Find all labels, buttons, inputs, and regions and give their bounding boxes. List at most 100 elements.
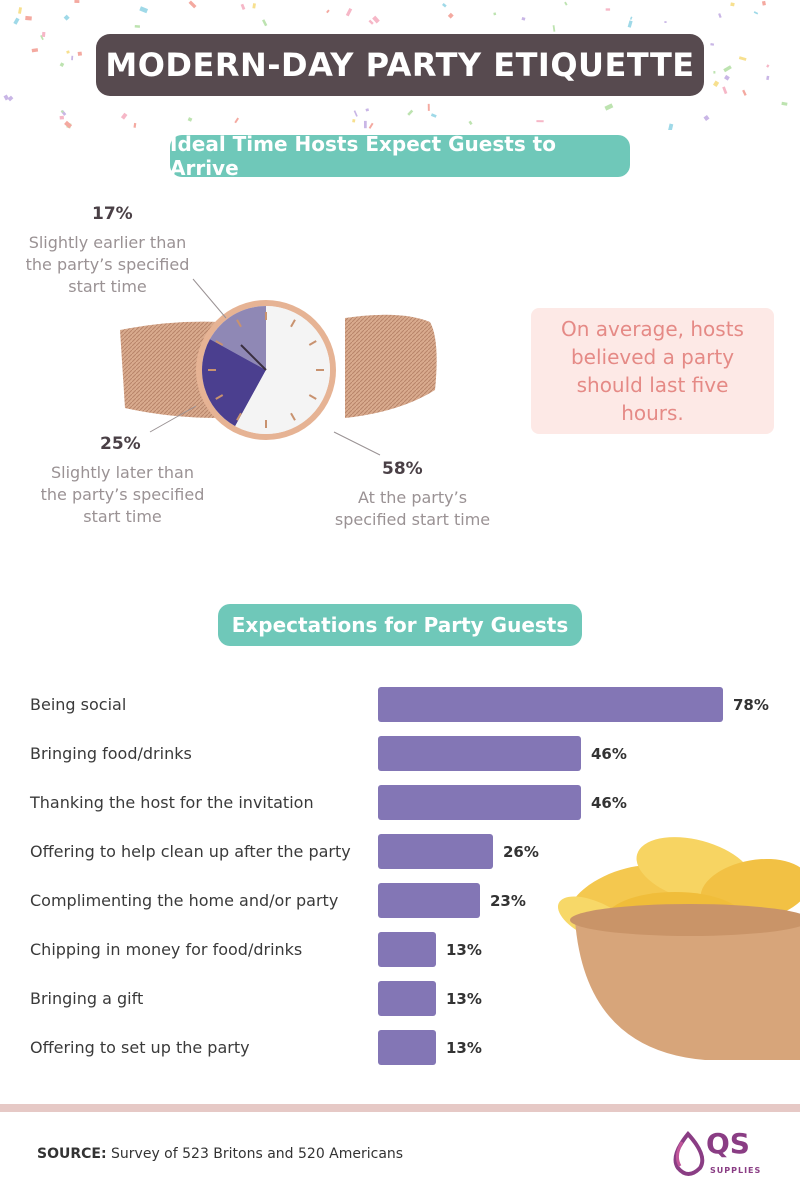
callout-on-time: 58% At the party’s specified start time [330,459,495,531]
bar [378,687,723,722]
party-length-info: On average, hosts believed a party shoul… [531,308,774,434]
confetti-piece [365,108,370,112]
dial-ticks [208,312,324,428]
section-title-expectations: Expectations for Party Guests [218,604,582,646]
bar-value-label: 46% [591,794,627,812]
dial-tick [290,319,296,328]
callout-earlier-label: Slightly earlier than the party’s specif… [25,233,190,296]
confetti-piece [564,1,568,6]
footer-divider [0,1104,800,1112]
bar-label: Bringing a gift [30,989,144,1008]
confetti-piece [77,51,83,56]
dial-tick [290,412,296,421]
confetti-piece [430,113,437,118]
bar-value-label: 13% [446,1039,482,1057]
confetti-piece [31,48,39,53]
confetti-piece [262,19,268,27]
confetti-piece [353,110,358,117]
confetti-piece [712,80,720,87]
bar-value-label: 26% [503,843,539,861]
bar-value-label: 78% [733,696,769,714]
bar [378,736,581,771]
confetti-piece [64,120,73,129]
confetti-piece [742,89,747,96]
confetti-piece [723,65,732,73]
confetti-piece [59,115,65,120]
chips-bowl-illustration [557,837,800,1060]
confetti-piece [41,31,46,38]
confetti-piece [713,71,716,74]
confetti-piece [442,3,447,8]
confetti-piece [536,120,544,123]
pie-slice-earlier [209,306,266,370]
confetti-piece [363,120,367,129]
bar-label: Offering to help clean up after the part… [30,842,351,861]
bar [378,883,480,918]
confetti-piece [3,94,10,101]
bar-value-label: 13% [446,941,482,959]
confetti-piece [187,117,193,122]
confetti-piece [40,34,44,41]
pie-slice-later [202,339,266,427]
dial-tick [308,394,317,400]
bar-label: Being social [30,695,127,714]
confetti-piece [722,86,728,95]
confetti-piece [63,14,70,21]
confetti-piece [521,17,526,21]
watch-strap [120,314,437,418]
confetti-piece [427,103,430,111]
logo-subtext: SUPPLIES [710,1166,762,1175]
confetti-piece [718,13,722,19]
confetti-piece [133,122,137,128]
confetti-piece [447,12,454,19]
confetti-piece [493,12,497,16]
bar [378,932,436,967]
confetti-piece [234,117,240,124]
bar [378,834,493,869]
confetti-piece [13,17,20,25]
confetti-piece [188,0,197,9]
confetti-piece [730,2,735,7]
confetti-piece [605,8,611,11]
callout-earlier: 17% Slightly earlier than the party’s sp… [20,204,195,298]
bar [378,785,581,820]
dial-tick [215,394,224,400]
confetti-piece [18,7,23,14]
callout-later-label: Slightly later than the party’s specifie… [40,463,205,526]
bar-label: Chipping in money for food/drinks [30,940,303,959]
confetti-piece [66,50,70,54]
callout-on-time-label: At the party’s specified start time [334,488,491,529]
source-label: SOURCE: [37,1146,107,1162]
confetti-piece [604,103,614,111]
dial-tick [215,340,224,346]
confetti-piece [60,110,64,113]
source-text: Survey of 523 Britons and 520 Americans [111,1146,404,1162]
confetti-piece [703,114,710,122]
confetti-piece [738,56,747,61]
watch-hand [240,344,267,371]
confetti-piece [368,122,374,129]
confetti-piece [627,20,633,28]
bar-label: Bringing food/drinks [30,744,192,763]
confetti-piece [468,120,473,126]
bar-label: Complimenting the home and/or party [30,891,339,910]
confetti-piece [761,0,766,6]
watch-pie-chart [120,300,437,440]
bowl [575,920,800,1060]
confetti-piece [668,123,674,130]
confetti-piece [139,6,149,14]
confetti-piece [25,15,32,21]
confetti-piece [7,95,14,102]
confetti-piece [74,0,80,3]
section-title-arrival: Ideal Time Hosts Expect Guests to Arrive [170,132,630,180]
confetti-piece [629,16,633,20]
confetti-piece [407,109,414,116]
confetti-piece [753,11,759,15]
confetti-piece [352,119,356,123]
bar-value-label: 13% [446,990,482,1008]
confetti-piece [345,7,353,17]
confetti-piece [368,19,374,25]
confetti-piece [240,3,246,10]
bar-value-label: 23% [490,892,526,910]
confetti-piece [372,15,380,24]
